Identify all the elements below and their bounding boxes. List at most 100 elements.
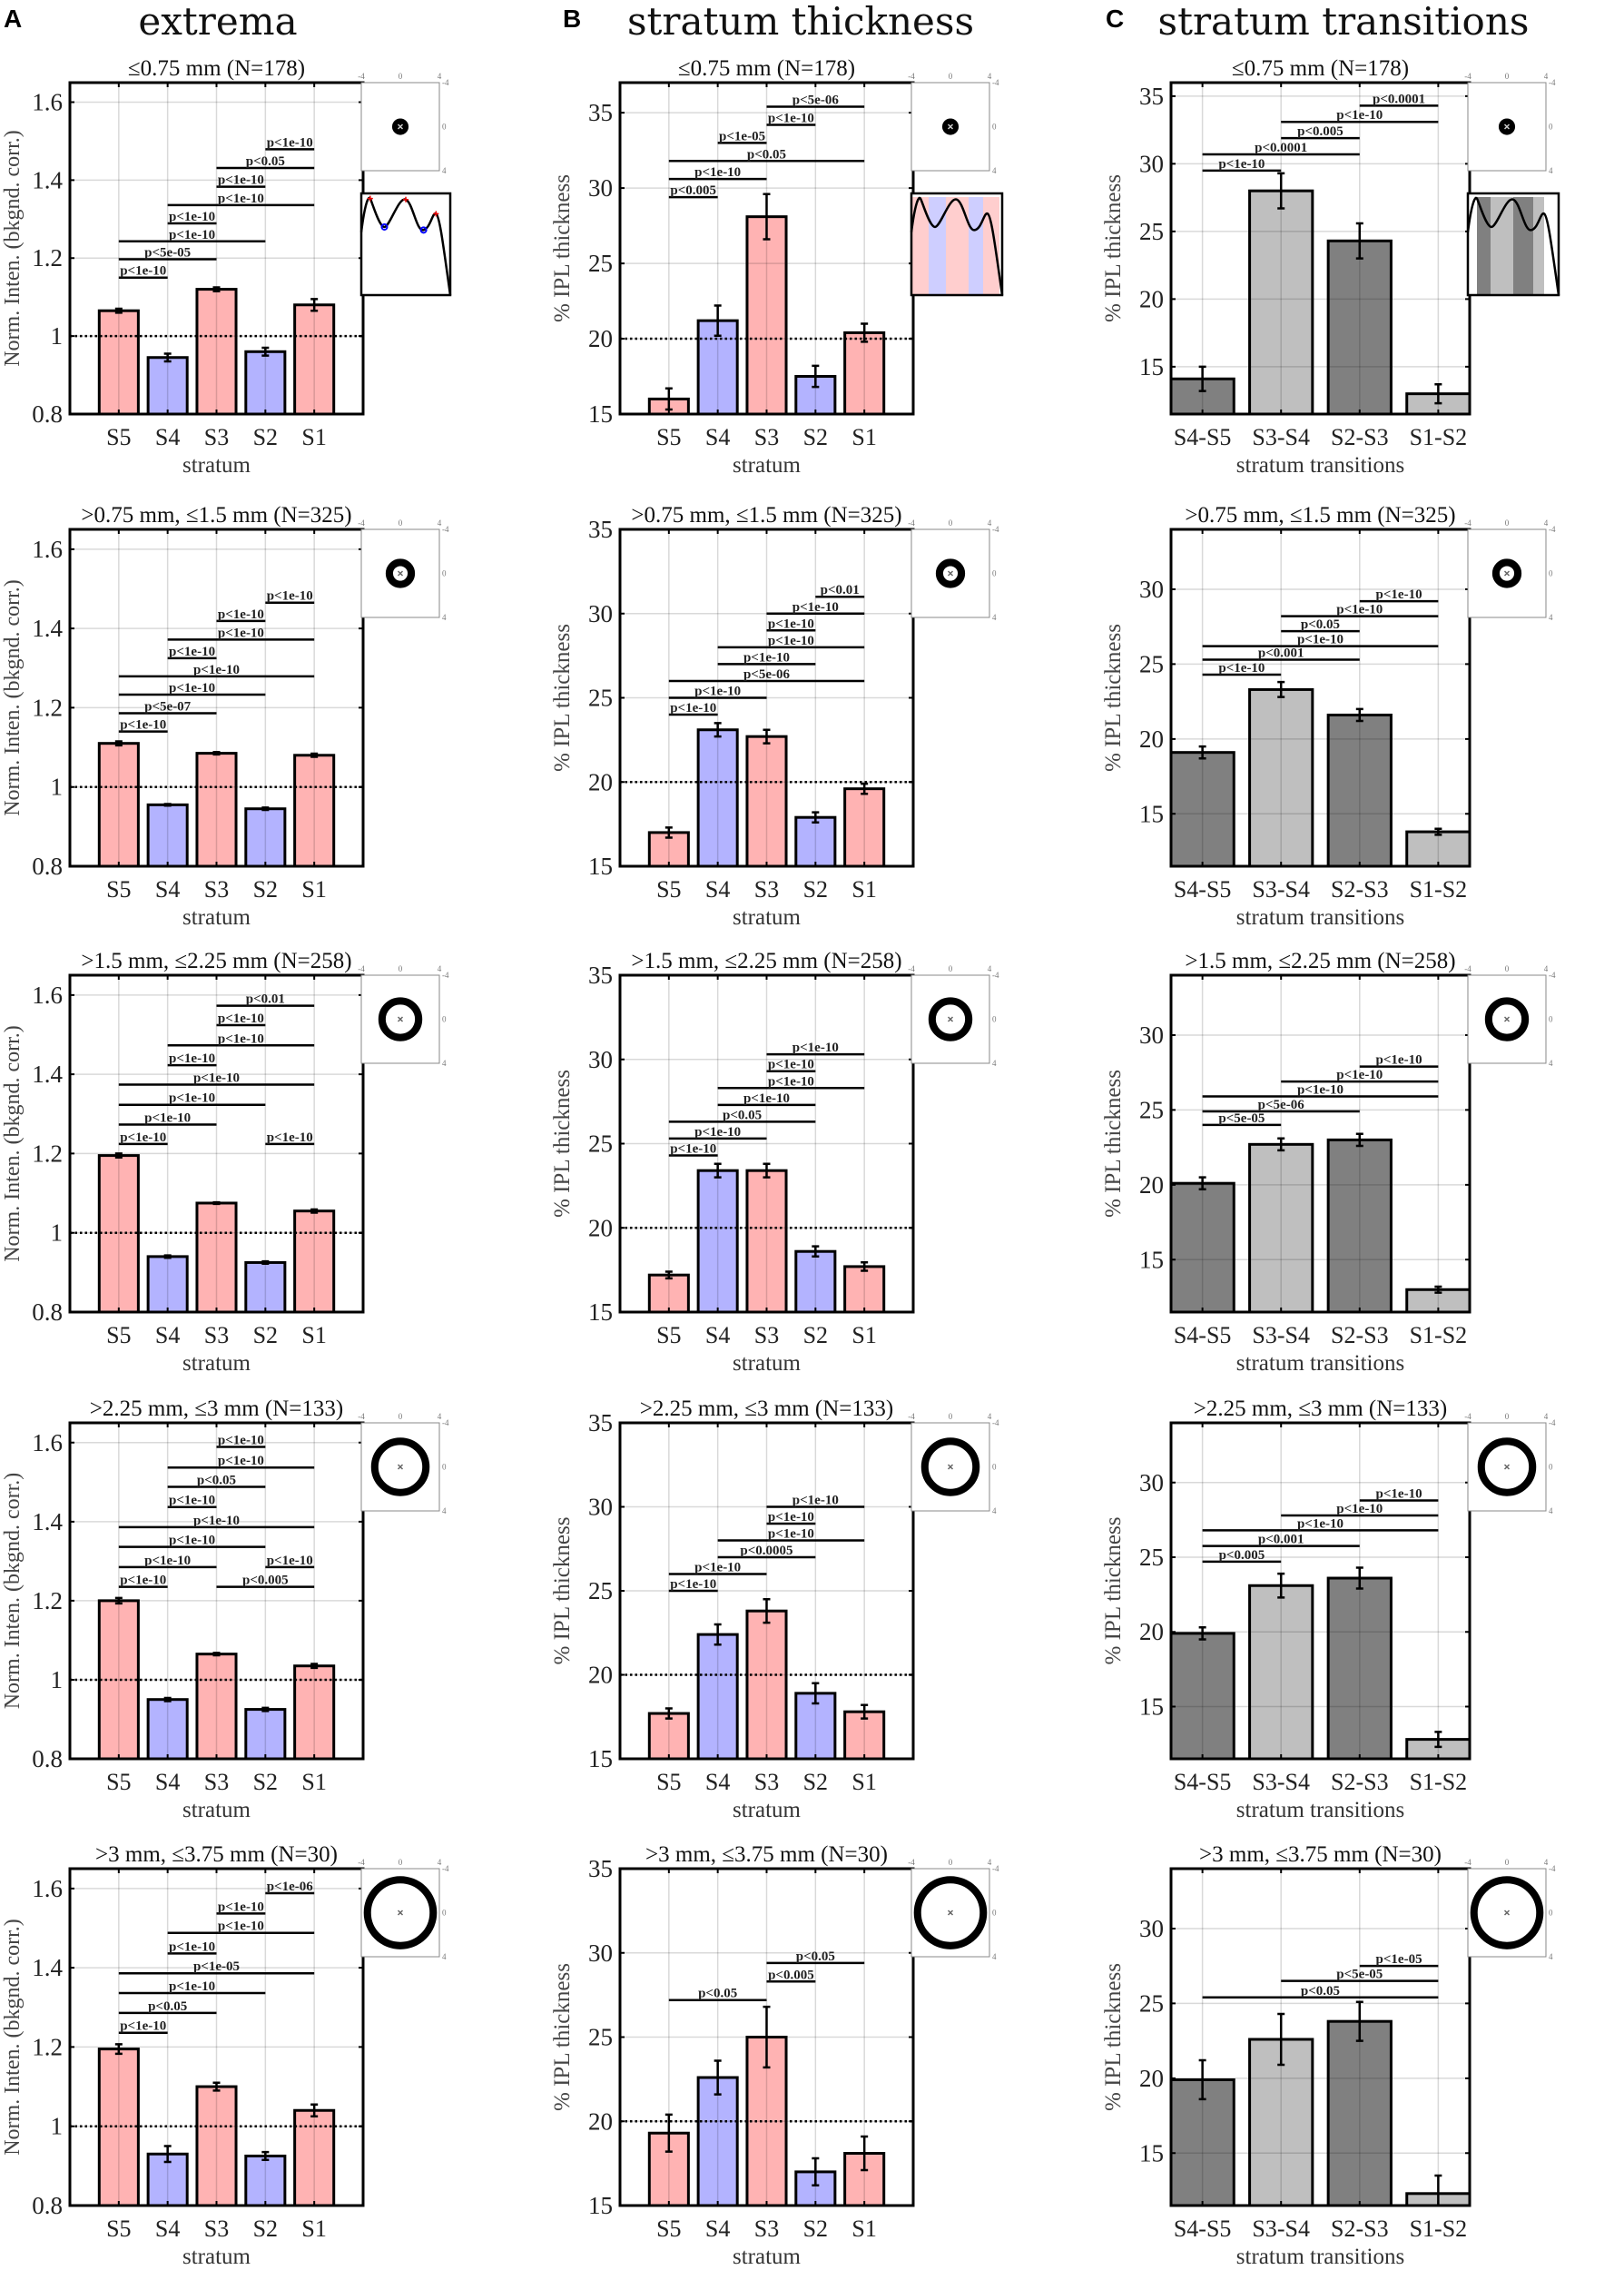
significance-label: p<1e-10 xyxy=(1297,1083,1343,1098)
significance-label: p<0.05 xyxy=(197,1474,236,1488)
x-tick-label: S4 xyxy=(705,424,730,450)
error-bar xyxy=(212,1652,221,1657)
significance-label: p<0.001 xyxy=(1258,1533,1304,1547)
map-y-tick-label: -4 xyxy=(442,525,449,534)
significance-label: p<5e-05 xyxy=(1336,1968,1383,1982)
error-bar xyxy=(1277,2012,1285,2067)
map-x-tick-label: -4 xyxy=(908,1858,915,1867)
significance-label: p<5e-06 xyxy=(792,94,840,108)
map-x-tick-label: -4 xyxy=(908,518,915,528)
x-tick-label: S1 xyxy=(301,876,326,903)
significance-label: p<1e-10 xyxy=(218,192,264,206)
eccentricity-map-inset: -4 -4 0 0 4 4 xyxy=(358,1412,449,1515)
profile-frame xyxy=(1466,192,1560,297)
y-tick-label: 1 xyxy=(51,322,64,350)
sampling-ring xyxy=(928,997,973,1041)
map-y-tick-label: 4 xyxy=(1549,1506,1553,1515)
x-tick-label: S3 xyxy=(754,1322,779,1348)
y-tick-label: 25 xyxy=(588,1130,613,1158)
map-x-tick-label: -4 xyxy=(358,1858,365,1867)
significance-label: p<0.005 xyxy=(1219,1548,1265,1563)
x-tick-label: S3-S4 xyxy=(1252,2216,1310,2242)
x-tick-label: S5 xyxy=(106,2216,131,2242)
y-tick-label: 15 xyxy=(588,1745,613,1772)
significance-label: p<1e-10 xyxy=(193,663,240,677)
y-tick-label: 1.6 xyxy=(32,1875,63,1902)
map-y-tick-label: 4 xyxy=(1549,166,1553,175)
x-axis-label: stratum xyxy=(182,453,251,478)
significance-label: p<0.0001 xyxy=(1255,141,1307,155)
error-bar xyxy=(261,346,270,357)
error-bar xyxy=(212,1200,221,1206)
error-bar xyxy=(714,722,722,738)
x-tick-label: S4-S5 xyxy=(1174,2216,1232,2242)
map-y-tick-label: 0 xyxy=(1549,123,1553,132)
significance-label: p<1e-10 xyxy=(169,681,215,696)
significance-label: p<0.05 xyxy=(796,1949,835,1964)
eccentricity-map-inset: -4 -4 0 0 4 4 xyxy=(908,72,999,175)
map-x-tick-label: 0 xyxy=(399,72,403,81)
bar-s3 xyxy=(745,215,788,416)
fovea-center-marker xyxy=(397,123,404,130)
map-y-tick-label: -4 xyxy=(1549,525,1556,534)
error-bar xyxy=(1277,1137,1285,1152)
significance-label: p<1e-10 xyxy=(1297,633,1343,647)
x-tick-label: S1 xyxy=(851,876,876,903)
significance-label: p<5e-06 xyxy=(1258,1098,1305,1112)
map-x-tick-label: 4 xyxy=(1544,518,1549,528)
y-tick-label: 15 xyxy=(1139,2139,1164,2166)
x-tick-label: S3-S4 xyxy=(1252,1322,1310,1348)
bar-s4 xyxy=(696,1169,739,1314)
x-tick-label: S4 xyxy=(155,424,180,450)
map-y-tick-label: 4 xyxy=(992,613,997,622)
y-tick-label: 30 xyxy=(588,1494,613,1521)
significance-label: p<1e-10 xyxy=(218,607,264,622)
x-tick-label: S2 xyxy=(803,876,828,903)
y-tick-label: 1.6 xyxy=(32,88,63,115)
y-tick-label: 20 xyxy=(1139,725,1164,753)
eccentricity-map-inset: -4 -4 0 0 4 4 xyxy=(1464,72,1556,175)
map-x-tick-label: -4 xyxy=(358,964,365,973)
x-tick-label: S5 xyxy=(656,2216,681,2242)
significance-label: p<1e-10 xyxy=(743,650,790,665)
y-tick-label: 30 xyxy=(1139,576,1164,603)
x-tick-label: S5 xyxy=(656,424,681,450)
x-tick-label: S3 xyxy=(754,876,779,903)
error-bar xyxy=(114,1152,123,1160)
significance-label: p<1e-10 xyxy=(792,1041,839,1055)
map-y-tick-label: 0 xyxy=(1549,1463,1553,1472)
map-x-tick-label: 4 xyxy=(1544,72,1549,81)
x-axis-label: stratum xyxy=(182,1351,251,1376)
map-x-tick-label: 0 xyxy=(1505,1412,1510,1421)
map-y-tick-label: 4 xyxy=(1549,1059,1553,1068)
bar-s2-s3 xyxy=(1326,713,1393,868)
x-tick-label: S2 xyxy=(803,424,828,450)
significance-label: p<1e-05 xyxy=(719,129,765,143)
y-axis-label: % IPL thickness xyxy=(1101,1517,1126,1665)
y-tick-label: 30 xyxy=(1139,1915,1164,1942)
x-axis-label: stratum transitions xyxy=(1236,905,1404,930)
axes-frame xyxy=(1169,1867,1471,2207)
map-x-tick-label: 0 xyxy=(1505,518,1510,528)
map-y-tick-label: 4 xyxy=(1549,1952,1553,1961)
subplot-title: ≤0.75 mm (N=178) xyxy=(1232,56,1409,81)
subplot-title: >3 mm, ≤3.75 mm (N=30) xyxy=(645,1842,888,1867)
eccentricity-map-inset: -4 -4 0 0 4 4 xyxy=(358,518,449,622)
error-bar xyxy=(1434,1731,1442,1749)
profile-inset xyxy=(910,192,1004,297)
error-bar xyxy=(310,2103,319,2118)
significance-label: p<1e-05 xyxy=(1376,1952,1422,1967)
map-y-tick-label: 4 xyxy=(442,1506,447,1515)
error-bar xyxy=(763,2005,771,2069)
x-tick-label: S5 xyxy=(656,876,681,903)
significance-label: p<1e-10 xyxy=(193,1514,240,1528)
error-bar xyxy=(163,1696,172,1702)
x-tick-label: S4-S5 xyxy=(1174,1322,1232,1348)
x-tick-label: S1-S2 xyxy=(1410,1322,1468,1348)
fovea-center-marker xyxy=(1503,1910,1511,1916)
x-axis-label: stratum transitions xyxy=(1236,1798,1404,1822)
y-tick-label: 25 xyxy=(588,1577,613,1604)
error-bar xyxy=(664,2113,673,2153)
error-bar xyxy=(664,826,673,839)
map-y-tick-label: 0 xyxy=(992,123,997,132)
